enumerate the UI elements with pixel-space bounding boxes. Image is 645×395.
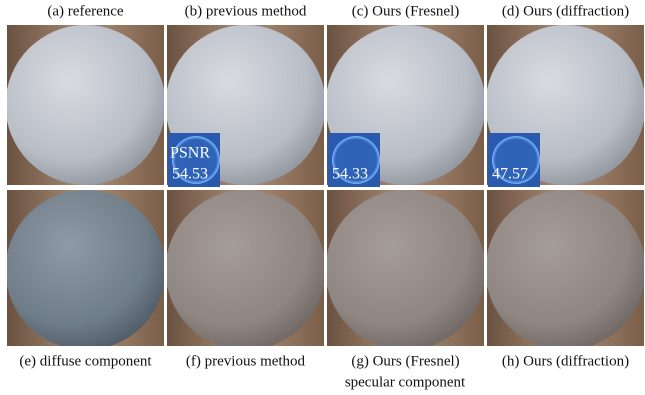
panel xyxy=(166,190,326,350)
panel xyxy=(486,190,645,350)
caption: (f) previous method xyxy=(186,353,306,369)
psnr-value: 47.57 xyxy=(492,166,528,183)
sphere xyxy=(6,25,166,185)
panel xyxy=(6,190,166,350)
sphere xyxy=(326,190,486,350)
panels: (a) reference (b) previous method (c) Ours… xyxy=(6,3,645,369)
psnr-value: 54.53 xyxy=(172,166,208,183)
psnr-inset: 47.57 xyxy=(488,133,540,187)
panel xyxy=(6,25,166,185)
caption: (b) previous method xyxy=(185,3,307,19)
panel xyxy=(326,190,486,350)
subcaption: specular component xyxy=(345,374,466,390)
psnr-inset: PSNR 54.53 xyxy=(168,133,220,187)
caption: (d) Ours (diffraction) xyxy=(502,3,629,19)
caption: (c) Ours (Fresnel) xyxy=(352,3,459,19)
sphere xyxy=(486,190,645,350)
figure: (a) reference (b) previous method (c) Ours… xyxy=(0,0,645,395)
caption: (h) Ours (diffraction) xyxy=(502,353,629,369)
caption: (a) reference xyxy=(47,3,124,19)
sphere xyxy=(166,190,326,350)
caption: (g) Ours (Fresnel) xyxy=(351,353,459,369)
caption: (e) diffuse component xyxy=(19,353,152,369)
psnr-value: 54.33 xyxy=(332,166,368,183)
inset-label: PSNR xyxy=(170,145,210,162)
sphere xyxy=(6,190,166,350)
psnr-inset: 54.33 xyxy=(328,133,380,187)
